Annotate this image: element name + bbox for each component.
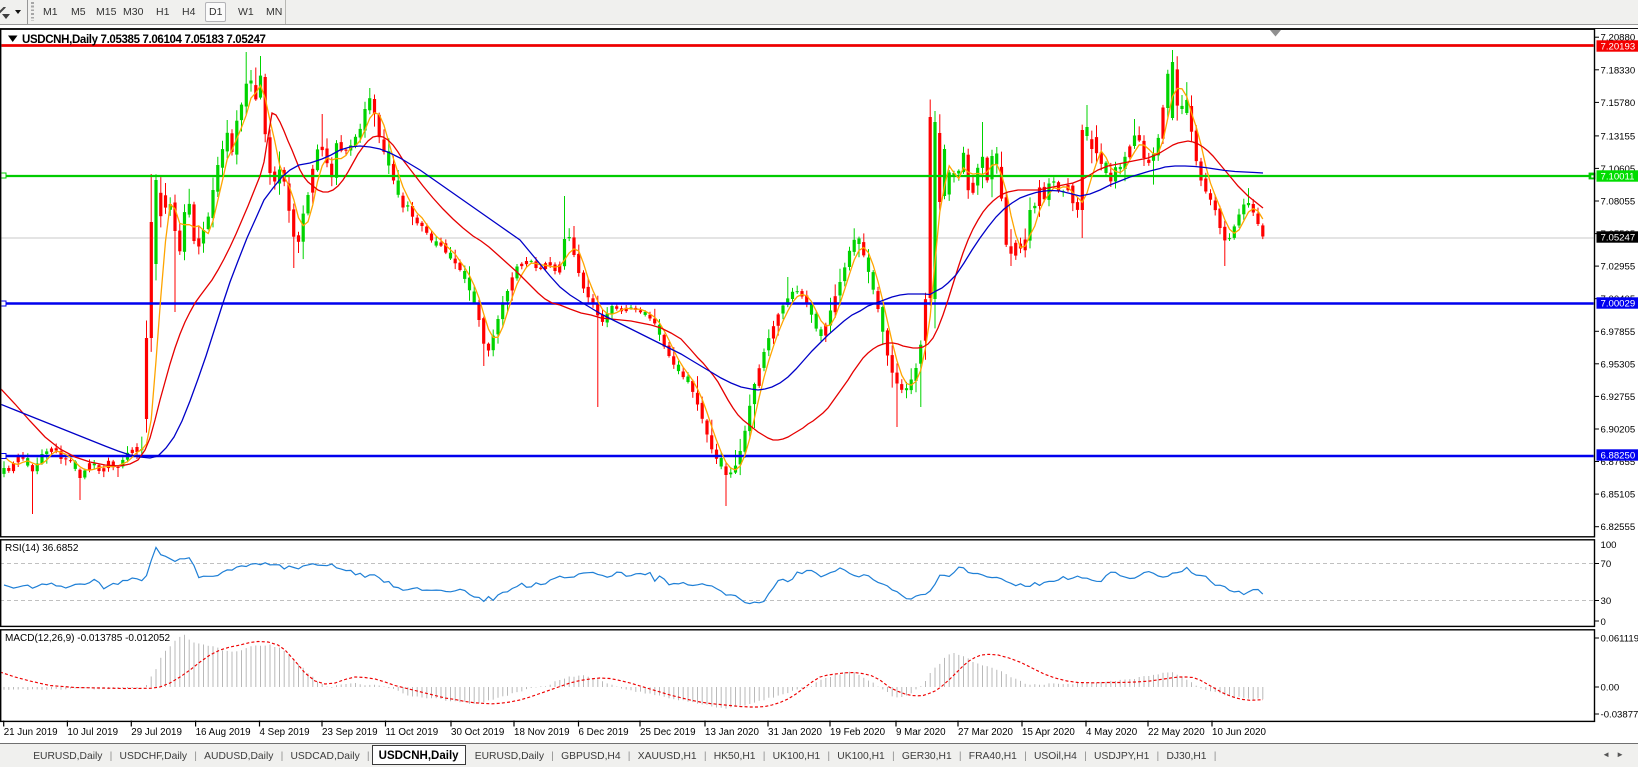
svg-text:27 Mar 2020: 27 Mar 2020 — [958, 727, 1014, 738]
svg-text:13 Jan 2020: 13 Jan 2020 — [705, 727, 759, 738]
svg-text:7.15780: 7.15780 — [1601, 98, 1636, 109]
svg-text:10 Jul 2019: 10 Jul 2019 — [67, 727, 118, 738]
svg-text:31 Jan 2020: 31 Jan 2020 — [768, 727, 822, 738]
svg-text:22 May 2020: 22 May 2020 — [1148, 727, 1205, 738]
svg-text:30 Oct 2019: 30 Oct 2019 — [451, 727, 504, 738]
svg-text:4 Sep 2019: 4 Sep 2019 — [260, 727, 310, 738]
svg-text:7.02955: 7.02955 — [1601, 262, 1636, 273]
svg-text:RSI(14) 36.6852: RSI(14) 36.6852 — [5, 543, 79, 554]
svg-text:6.88250: 6.88250 — [1601, 451, 1636, 462]
svg-text:25 Dec 2019: 25 Dec 2019 — [640, 727, 696, 738]
svg-text:29 Jul 2019: 29 Jul 2019 — [131, 727, 182, 738]
svg-text:7.05247: 7.05247 — [1601, 233, 1636, 244]
svg-text:11 Oct 2019: 11 Oct 2019 — [386, 727, 439, 738]
svg-text:70: 70 — [1601, 559, 1612, 570]
svg-text:6.82555: 6.82555 — [1601, 522, 1636, 533]
svg-text:7.13155: 7.13155 — [1601, 131, 1636, 142]
svg-text:6.97855: 6.97855 — [1601, 327, 1636, 338]
svg-text:15 Apr 2020: 15 Apr 2020 — [1022, 727, 1075, 738]
svg-text:23 Sep 2019: 23 Sep 2019 — [322, 727, 378, 738]
svg-text:6.87655: 6.87655 — [1601, 457, 1636, 468]
svg-text:7.18330: 7.18330 — [1601, 65, 1636, 76]
svg-text:0.061119: 0.061119 — [1601, 634, 1638, 645]
svg-text:6.95305: 6.95305 — [1601, 359, 1636, 370]
svg-text:MACD(12,26,9) -0.013785 -0.012: MACD(12,26,9) -0.013785 -0.012052 — [5, 633, 171, 644]
svg-text:4 May 2020: 4 May 2020 — [1086, 727, 1138, 738]
svg-text:-0.038777: -0.038777 — [1601, 710, 1638, 721]
svg-text:7.10605: 7.10605 — [1601, 164, 1636, 175]
svg-text:7.20193: 7.20193 — [1601, 42, 1636, 53]
svg-text:7.10011: 7.10011 — [1601, 172, 1635, 183]
svg-text:6.92755: 6.92755 — [1601, 392, 1636, 403]
svg-text:30: 30 — [1601, 596, 1612, 607]
svg-text:100: 100 — [1601, 540, 1617, 551]
svg-text:7.20880: 7.20880 — [1601, 33, 1636, 44]
svg-text:0.00: 0.00 — [1601, 683, 1620, 694]
svg-text:10 Jun 2020: 10 Jun 2020 — [1212, 727, 1266, 738]
svg-text:6.90205: 6.90205 — [1601, 425, 1636, 436]
svg-text:19 Feb 2020: 19 Feb 2020 — [830, 727, 886, 738]
svg-text:9 Mar 2020: 9 Mar 2020 — [896, 727, 946, 738]
svg-text:7.00029: 7.00029 — [1601, 299, 1636, 310]
svg-text:6.85105: 6.85105 — [1601, 490, 1636, 501]
svg-text:7.08055: 7.08055 — [1601, 197, 1636, 208]
svg-text:6 Dec 2019: 6 Dec 2019 — [579, 727, 629, 738]
svg-text:21 Jun 2019: 21 Jun 2019 — [4, 727, 58, 738]
svg-text:0: 0 — [1601, 617, 1606, 628]
svg-text:18 Nov 2019: 18 Nov 2019 — [514, 727, 570, 738]
svg-text:USDCNH,Daily 7.05385 7.06104: USDCNH,Daily 7.05385 7.06104 7.05183 7.0… — [22, 34, 266, 46]
svg-text:16 Aug 2019: 16 Aug 2019 — [196, 727, 251, 738]
